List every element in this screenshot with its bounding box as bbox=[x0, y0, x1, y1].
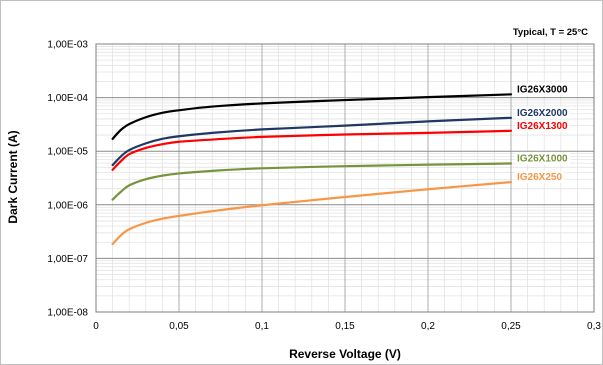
x-tick-label: 0,25 bbox=[501, 321, 521, 332]
series-line-ig26x3000 bbox=[111, 93, 513, 140]
series-label-ig26x250: IG26X250 bbox=[517, 172, 562, 183]
y-axis-label: Dark Current (A) bbox=[6, 130, 20, 223]
series-label-ig26x3000: IG26X3000 bbox=[517, 84, 568, 95]
x-tick-label: 0,1 bbox=[255, 321, 269, 332]
annotation-text: Typical, T = 25°C bbox=[513, 27, 588, 38]
series-line-ig26x250 bbox=[111, 181, 513, 246]
series-label-bg bbox=[515, 106, 571, 119]
series-line-ig26x1300 bbox=[111, 129, 513, 171]
series-label-bg bbox=[515, 171, 565, 184]
series-label-ig26x1300: IG26X1300 bbox=[517, 121, 568, 132]
y-tick-label: 1,00E-04 bbox=[47, 93, 88, 104]
y-tick-label: 1,00E-06 bbox=[47, 200, 88, 211]
plot-area-frame bbox=[95, 43, 595, 313]
series-label-ig26x2000: IG26X2000 bbox=[517, 108, 568, 119]
x-axis-label: Reverse Voltage (V) bbox=[289, 347, 401, 361]
x-tick-label: 0,2 bbox=[421, 321, 435, 332]
series-layer bbox=[111, 93, 513, 246]
x-tick-label: 0,15 bbox=[335, 321, 355, 332]
y-tick-label: 1,00E-07 bbox=[47, 254, 88, 265]
y-tick-label: 1,00E-05 bbox=[47, 147, 88, 158]
y-tick-label: 1,00E-03 bbox=[47, 40, 88, 51]
y-tick-label: 1,00E-08 bbox=[47, 308, 88, 319]
series-label-ig26x1000: IG26X1000 bbox=[517, 153, 568, 164]
x-tick-label: 0,05 bbox=[169, 321, 189, 332]
series-label-bg bbox=[515, 119, 571, 132]
series-label-bg bbox=[515, 152, 571, 165]
x-axis-ticks: 0 0,05 0,1 0,15 0,2 0,25 0,3 bbox=[93, 321, 601, 332]
x-tick-label: 0,3 bbox=[587, 321, 601, 332]
x-tick-label: 0 bbox=[93, 321, 99, 332]
series-line-ig26x2000 bbox=[111, 116, 513, 167]
series-line-ig26x1000 bbox=[111, 162, 513, 201]
y-axis-ticks: 1,00E-03 1,00E-04 1,00E-05 1,00E-06 1,00E-07… bbox=[47, 40, 88, 319]
series-labels: IG26X3000 IG26X2000 IG26X1300 IG26X1000 IG26… bbox=[515, 83, 571, 184]
series-label-bg bbox=[515, 83, 571, 96]
